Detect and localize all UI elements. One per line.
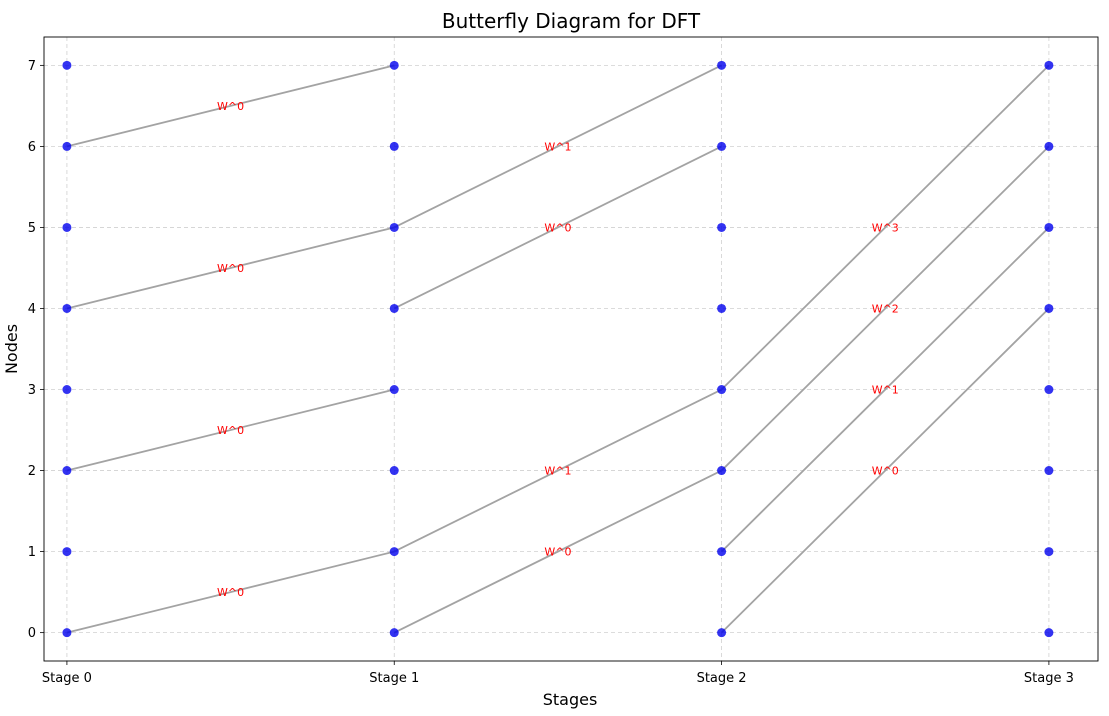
y-tick-label: 0 — [28, 626, 36, 641]
node-point — [1044, 466, 1054, 476]
node-point — [1044, 60, 1054, 70]
butterfly-edge — [720, 145, 1050, 472]
node-point — [717, 222, 727, 232]
butterfly-edge — [66, 388, 395, 472]
node-point — [389, 547, 399, 557]
x-tick-label: Stage 3 — [1024, 671, 1074, 686]
y-axis-label: Nodes — [2, 324, 21, 374]
node-point — [389, 141, 399, 151]
node-point — [1044, 385, 1054, 395]
node-point — [717, 628, 727, 638]
node-point — [389, 60, 399, 70]
node-point — [1044, 303, 1054, 313]
node-point — [62, 222, 72, 232]
twiddle-factor-label: W^1 — [544, 465, 571, 478]
nodes-layer — [62, 60, 1054, 638]
y-tick-label: 4 — [28, 302, 36, 317]
node-point — [389, 222, 399, 232]
butterfly-edge — [720, 226, 1050, 553]
node-point — [62, 303, 72, 313]
node-point — [1044, 141, 1054, 151]
node-point — [717, 303, 727, 313]
node-point — [62, 547, 72, 557]
y-tick-label: 2 — [28, 464, 36, 479]
node-point — [1044, 628, 1054, 638]
twiddle-factor-label: W^0 — [217, 100, 244, 113]
butterfly-edge — [66, 226, 395, 310]
node-point — [1044, 547, 1054, 557]
twiddle-factor-label: W^2 — [872, 302, 899, 315]
twiddle-factor-label: W^0 — [217, 424, 244, 437]
chart-title: Butterfly Diagram for DFT — [442, 9, 701, 33]
twiddle-factor-label: W^0 — [544, 221, 571, 234]
node-point — [62, 628, 72, 638]
x-axis-ticks: Stage 0 Stage 1 Stage 2 Stage 3 — [42, 661, 1074, 686]
butterfly-edges — [66, 64, 1050, 634]
node-point — [62, 60, 72, 70]
butterfly-edge — [66, 550, 395, 634]
node-point — [717, 466, 727, 476]
y-tick-label: 1 — [28, 545, 36, 560]
twiddle-labels: W^0 W^0 W^0 W^0 W^0 W^1 W^0 W^1 W^0 W^1 W^2 W^3 — [217, 100, 899, 599]
twiddle-factor-label: W^1 — [544, 140, 571, 153]
y-tick-label: 5 — [28, 221, 36, 236]
plot-frame — [43, 36, 1099, 662]
x-tick-label: Stage 0 — [42, 671, 92, 686]
node-point — [62, 385, 72, 395]
node-point — [717, 385, 727, 395]
butterfly-edge — [393, 145, 722, 310]
node-point — [389, 628, 399, 638]
grid-lines — [44, 37, 1098, 661]
node-point — [389, 385, 399, 395]
x-tick-label: Stage 1 — [369, 671, 419, 686]
y-tick-label: 3 — [28, 383, 36, 398]
twiddle-factor-label: W^0 — [217, 262, 244, 275]
node-point — [717, 547, 727, 557]
butterfly-edge — [393, 469, 722, 634]
node-point — [389, 466, 399, 476]
y-tick-label: 7 — [28, 59, 36, 74]
butterfly-edge — [393, 64, 722, 229]
twiddle-factor-label: W^1 — [872, 384, 899, 397]
node-point — [717, 60, 727, 70]
node-point — [717, 141, 727, 151]
x-tick-label: Stage 2 — [697, 671, 747, 686]
butterfly-edge — [66, 64, 395, 148]
node-point — [62, 466, 72, 476]
twiddle-factor-label: W^0 — [217, 586, 244, 599]
node-point — [389, 303, 399, 313]
butterfly-edge — [393, 388, 722, 553]
node-point — [1044, 222, 1054, 232]
twiddle-factor-label: W^3 — [872, 221, 899, 234]
node-point — [62, 141, 72, 151]
butterfly-edge — [720, 307, 1050, 634]
twiddle-factor-label: W^0 — [872, 465, 899, 478]
twiddle-factor-label: W^0 — [544, 546, 571, 559]
y-axis-ticks: 0 1 2 3 4 5 6 7 — [28, 59, 44, 641]
x-axis-label: Stages — [543, 690, 598, 709]
y-tick-label: 6 — [28, 140, 36, 155]
butterfly-edge — [720, 64, 1050, 391]
